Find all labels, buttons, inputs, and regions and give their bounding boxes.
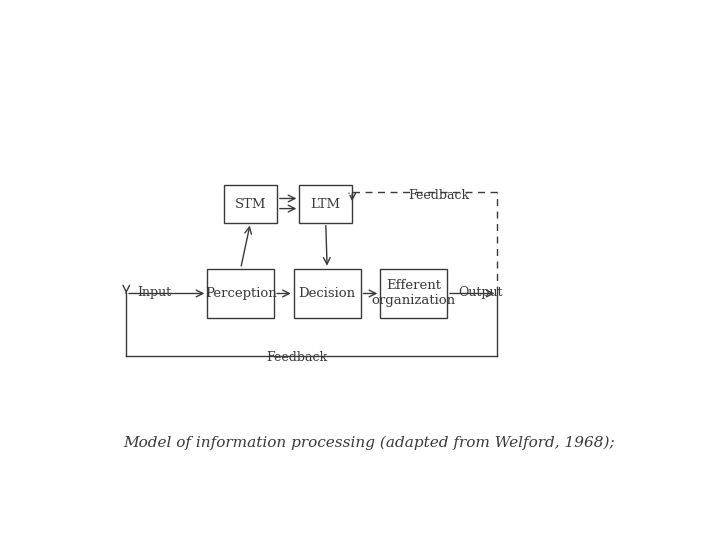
- Text: STM: STM: [235, 198, 266, 211]
- Text: Model of information processing (adapted from Welford, 1968);: Model of information processing (adapted…: [123, 436, 615, 450]
- FancyBboxPatch shape: [380, 268, 447, 319]
- Text: Efferent
organization: Efferent organization: [372, 280, 456, 307]
- Text: Perception: Perception: [204, 287, 276, 300]
- Text: Output: Output: [459, 286, 503, 299]
- Text: Feedback: Feedback: [408, 190, 469, 202]
- Text: Input: Input: [137, 286, 171, 299]
- Text: Decision: Decision: [299, 287, 356, 300]
- FancyBboxPatch shape: [224, 185, 277, 223]
- Text: Feedback: Feedback: [266, 352, 327, 365]
- FancyBboxPatch shape: [294, 268, 361, 319]
- FancyBboxPatch shape: [300, 185, 352, 223]
- FancyBboxPatch shape: [207, 268, 274, 319]
- Text: LTM: LTM: [311, 198, 341, 211]
